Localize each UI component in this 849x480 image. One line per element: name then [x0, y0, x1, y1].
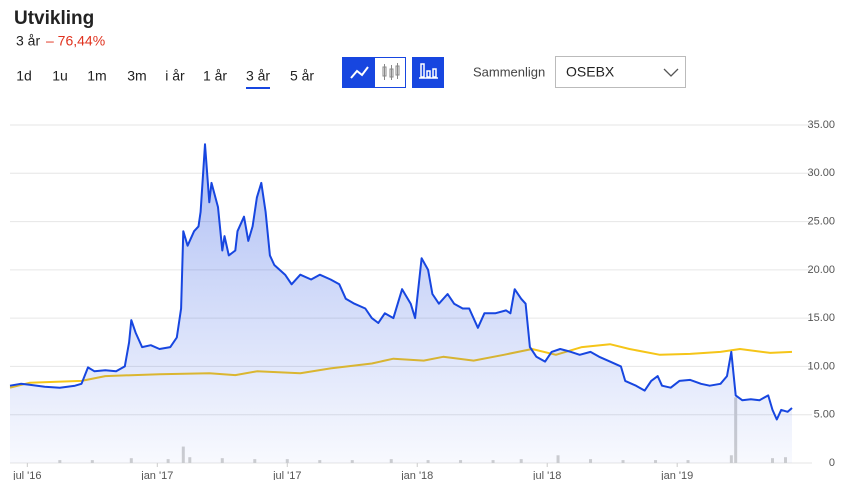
range-button[interactable]: 5 år	[290, 68, 314, 84]
y-tick-label: 35.00	[807, 119, 835, 131]
x-tick-label: jan '18	[400, 470, 433, 480]
range-button[interactable]: 3m	[127, 68, 146, 84]
title: Utvikling	[14, 8, 94, 29]
chevron	[663, 68, 679, 77]
y-tick-label: 15.00	[807, 312, 835, 324]
candle-icon	[382, 63, 400, 80]
y-tick-label: 20.00	[807, 264, 835, 276]
y-tick-label: 5.00	[814, 409, 835, 421]
range-button[interactable]: 1 år	[203, 68, 227, 84]
x-tick-label: jul '18	[532, 470, 561, 480]
line	[9, 143, 793, 421]
range-selector: 1d 1u 1m 3m i år 1 år 3 år 5 år	[16, 68, 314, 89]
range-button[interactable]: 1m	[87, 68, 106, 84]
range-button[interactable]: 3 år	[246, 68, 270, 84]
select-value: OSEBX	[566, 64, 615, 80]
x-tick-label: jul '17	[272, 470, 301, 480]
period: 3 år	[16, 33, 40, 49]
x-tick-label: jan '17	[140, 470, 173, 480]
range-button[interactable]: 1d	[16, 68, 32, 84]
select-box[interactable]	[555, 56, 686, 88]
range-button[interactable]: i år	[165, 68, 185, 84]
bar-button[interactable]	[412, 57, 444, 88]
bar-icon	[419, 63, 438, 79]
plot: 0 5.00 10.00 15.00 20.00 25.00 30.00 35.00 jul '…	[9, 119, 835, 480]
compare-label: Sammenlign	[473, 64, 545, 79]
range-button[interactable]: 1u	[52, 68, 68, 84]
chart-type-buttons	[342, 57, 444, 88]
y-tick-label: 0	[829, 457, 835, 469]
y-tick-label: 25.00	[807, 215, 835, 227]
x-tick-label: jul '16	[12, 470, 41, 480]
compare-select[interactable]: OSEBX	[555, 56, 686, 88]
y-tick-label: 10.00	[807, 360, 835, 372]
area	[10, 144, 792, 464]
x-tick-label: jan '19	[660, 470, 693, 480]
change: – 76,44%	[46, 33, 105, 49]
line-icon	[350, 66, 369, 79]
y-tick-label: 30.00	[807, 167, 835, 179]
